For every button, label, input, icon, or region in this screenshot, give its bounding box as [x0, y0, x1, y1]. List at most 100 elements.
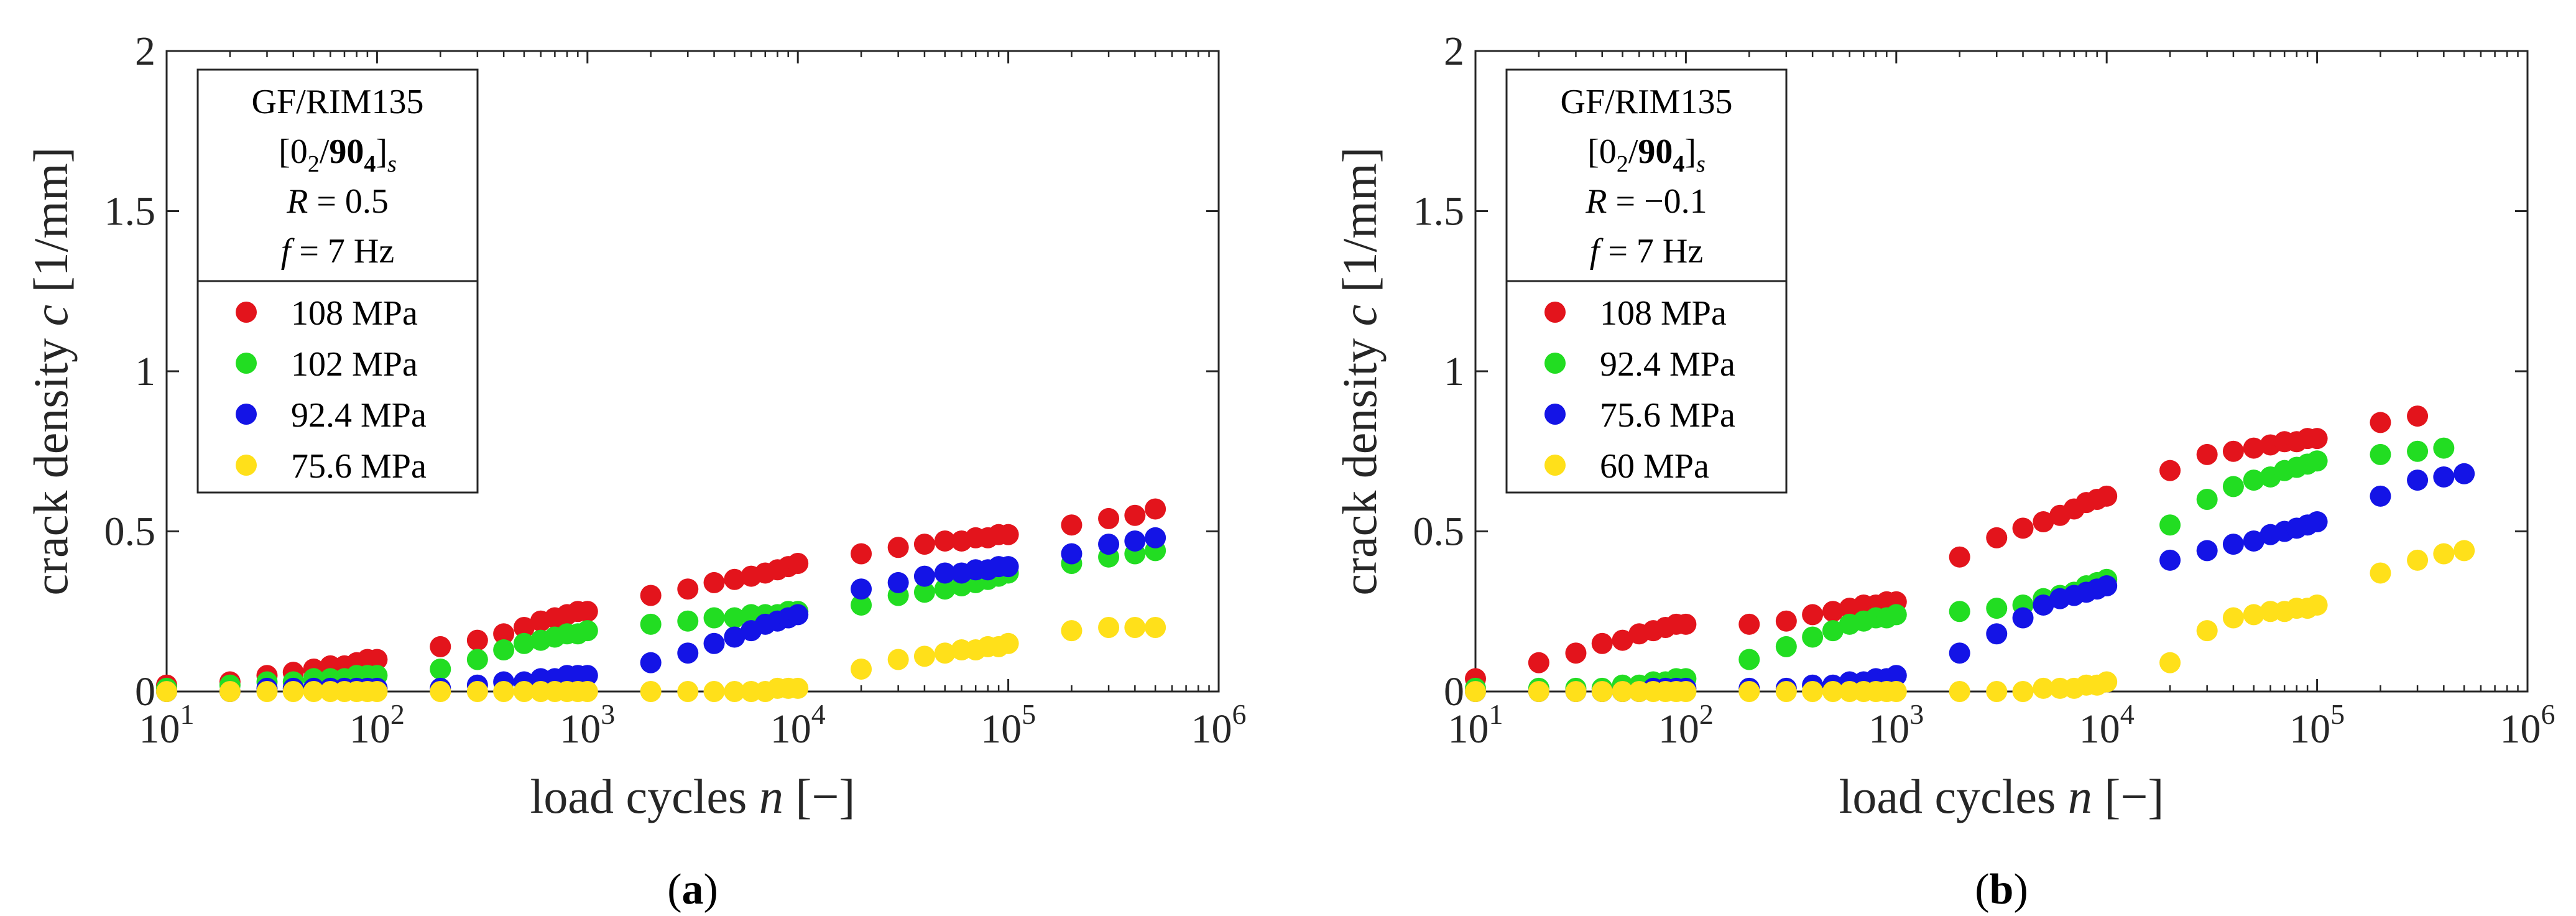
data-point — [2096, 671, 2118, 693]
data-point — [851, 578, 872, 600]
data-point — [787, 553, 809, 574]
data-point — [640, 613, 662, 635]
x-axis-label-main: load cycles — [530, 769, 759, 823]
data-point — [2159, 549, 2181, 571]
data-point — [2243, 530, 2264, 552]
data-point — [913, 534, 935, 555]
data-points — [156, 498, 1166, 702]
legend-entry: 75.6 MPa — [1600, 396, 1735, 435]
info-material: GF/RIM135 — [252, 83, 424, 121]
legend-entry: 102 MPa — [291, 345, 418, 384]
data-point — [1822, 681, 1844, 702]
ratio-eq: = −0.1 — [1607, 182, 1707, 221]
data-point — [1822, 620, 1844, 642]
data-point — [2243, 437, 2264, 459]
y-axis-label-unit: [1/mm] — [1332, 147, 1387, 304]
info-material: GF/RIM135 — [1561, 83, 1733, 121]
data-point — [913, 581, 935, 603]
data-point — [1528, 681, 1549, 702]
data-point — [934, 642, 956, 664]
x-tick-exp: 2 — [1699, 698, 1714, 730]
x-tick-label: 102 — [349, 698, 405, 752]
data-point — [724, 607, 746, 629]
data-point — [2306, 511, 2328, 533]
data-point — [493, 639, 515, 661]
y-tick-label: 1 — [1444, 349, 1464, 394]
data-point — [1145, 527, 1166, 548]
data-point — [1675, 613, 1697, 635]
data-point — [787, 604, 809, 626]
data-point — [1738, 613, 1760, 635]
data-point — [677, 681, 699, 702]
layup-pre: [0 — [279, 132, 308, 171]
legend-marker — [1544, 404, 1566, 425]
data-point — [1949, 642, 1970, 664]
data-point — [493, 681, 515, 702]
legend-entry: 108 MPa — [1600, 294, 1727, 333]
layup-pre: [0 — [1587, 132, 1617, 171]
series-108-mpa — [1465, 405, 2429, 690]
legend-marker — [1544, 302, 1566, 323]
data-point — [1986, 598, 2008, 619]
series-60-mpa — [1465, 540, 2475, 702]
data-point — [640, 585, 662, 606]
legend-marker — [236, 404, 257, 425]
x-axis-label-unit: [−] — [2092, 769, 2164, 823]
data-point — [576, 620, 598, 642]
data-point — [2196, 540, 2218, 562]
data-point — [366, 649, 388, 670]
x-tick-exp: 4 — [811, 698, 826, 730]
x-axis-label-main: load cycles — [1839, 769, 2068, 823]
x-tick-base: 10 — [2289, 706, 2330, 752]
data-point — [466, 649, 488, 670]
data-point — [256, 681, 278, 702]
data-point — [851, 543, 872, 565]
data-point — [2196, 620, 2218, 642]
data-point — [1949, 601, 1970, 622]
x-axis-label: load cycles n [−] — [530, 769, 856, 823]
data-point — [1612, 629, 1633, 651]
data-point — [1822, 601, 1844, 622]
data-point — [1591, 681, 1613, 702]
data-point — [576, 601, 598, 622]
legend-entry: 92.4 MPa — [291, 396, 427, 435]
data-point — [1124, 504, 1146, 526]
data-point — [2222, 476, 2244, 497]
x-tick-label: 104 — [770, 698, 826, 752]
data-point — [2222, 607, 2244, 629]
data-point — [1885, 604, 1907, 626]
data-point — [303, 681, 325, 702]
x-tick-base: 10 — [981, 706, 1022, 752]
data-point — [1061, 543, 1083, 565]
legend-box: GF/RIM135 [02/904]s R = 0.5 f = 7 Hz 108 MPa… — [196, 68, 479, 494]
data-point — [1124, 617, 1146, 638]
data-point — [2433, 543, 2455, 565]
ratio-var: R — [286, 182, 308, 221]
y-tick-label: 0.5 — [104, 509, 156, 555]
x-tick-label: 103 — [560, 698, 615, 752]
data-point — [1775, 636, 1797, 657]
info-layup: [02/904]s — [279, 132, 397, 177]
y-tick-label: 1.5 — [104, 189, 156, 234]
x-axis-label-unit: [−] — [783, 769, 855, 823]
legend-marker — [1544, 353, 1566, 374]
x-tick-base: 10 — [560, 706, 601, 752]
data-point — [934, 530, 956, 552]
data-point — [2306, 594, 2328, 616]
data-point — [1124, 530, 1146, 552]
x-tick-base: 10 — [2500, 706, 2541, 752]
data-point — [1986, 681, 2008, 702]
data-point — [851, 658, 872, 680]
x-tick-label: 101 — [139, 698, 195, 752]
data-point — [677, 578, 699, 600]
y-tick-label: 0 — [135, 669, 155, 715]
x-tick-label: 104 — [2079, 698, 2135, 752]
data-point — [1949, 546, 1970, 568]
data-point — [1949, 681, 1970, 702]
data-point — [2407, 440, 2429, 462]
x-tick-label: 102 — [1658, 698, 1714, 752]
data-point — [934, 578, 956, 600]
data-point — [1465, 681, 1486, 702]
